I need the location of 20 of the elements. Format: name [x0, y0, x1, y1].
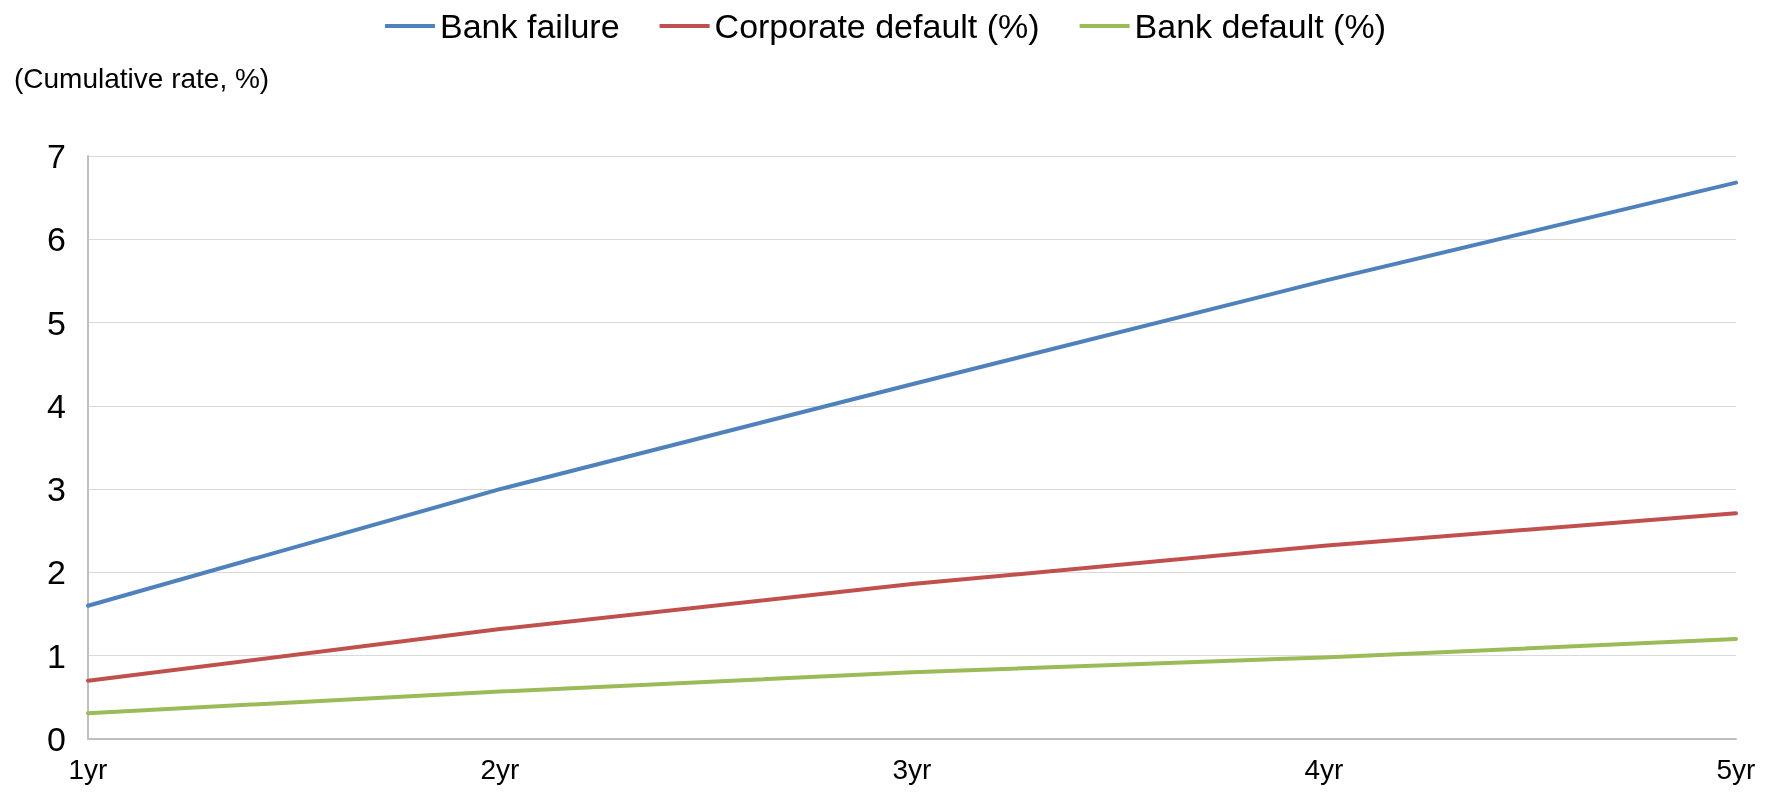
- y-tick-label: 3: [47, 470, 66, 509]
- y-tick-label: 2: [47, 553, 66, 592]
- x-tick-label: 4yr: [1304, 753, 1344, 785]
- y-tick-label: 1: [47, 636, 66, 675]
- y-axis-title: (Cumulative rate, %): [14, 62, 270, 94]
- legend-label: Bank default (%): [1134, 7, 1386, 45]
- legend-label: Corporate default (%): [714, 7, 1040, 45]
- y-tick-label: 6: [47, 220, 66, 259]
- x-tick-label: 5yr: [1716, 753, 1756, 785]
- x-tick-label: 1yr: [68, 753, 108, 785]
- y-tick-label: 7: [47, 137, 66, 175]
- x-tick-label: 3yr: [892, 753, 932, 785]
- legend-label: Bank failure: [440, 7, 620, 45]
- y-tick-label: 4: [47, 386, 66, 425]
- line-series: [86, 637, 1738, 716]
- x-tick-label: 2yr: [480, 753, 520, 785]
- line-series: [86, 180, 1738, 608]
- y-tick-label: 5: [47, 303, 66, 342]
- line-series: [86, 511, 1738, 683]
- y-tick-label: 0: [47, 720, 66, 758]
